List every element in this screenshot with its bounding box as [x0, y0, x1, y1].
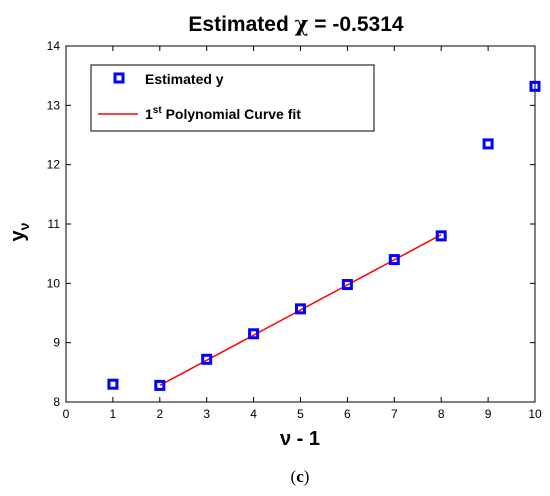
legend-label-estimated-y: Estimated y: [145, 71, 224, 87]
legend-label-fit: 1st Polynomial Curve fit: [145, 105, 301, 122]
data-point: [435, 230, 447, 242]
y-tick-label: 12: [47, 158, 61, 172]
legend-box: [90, 64, 375, 132]
data-point: [529, 80, 541, 92]
x-axis-label: ν - 1: [280, 428, 320, 450]
y-tick-label: 13: [47, 98, 61, 112]
data-point: [295, 303, 306, 315]
y-tick-label: 14: [47, 39, 61, 53]
series-layer: [107, 80, 541, 391]
x-tick-label: 0: [63, 407, 70, 421]
data-point: [248, 328, 260, 340]
x-tick-label: 9: [485, 407, 492, 421]
data-point: [482, 138, 494, 150]
x-tick-label: 6: [344, 407, 351, 421]
data-point: [201, 353, 213, 365]
x-tick-label: 4: [250, 407, 257, 421]
x-tick-label: 7: [391, 407, 398, 421]
y-axis: 8 9 10 11 12 13 14: [47, 39, 535, 409]
x-tick-label: 10: [528, 407, 542, 421]
legend: Estimated y 1st Polynomial Curve fit: [90, 64, 375, 132]
data-point: [341, 279, 353, 291]
data-point: [107, 378, 119, 390]
x-axis: 0 1 2 3 4 5 6 7 8 9 10: [63, 46, 542, 421]
x-tick-label: 5: [297, 407, 304, 421]
legend-marker-estimated-y: [113, 72, 125, 84]
x-tick-label: 1: [110, 407, 117, 421]
y-axis-label: yν: [7, 222, 32, 241]
data-point: [388, 254, 400, 266]
y-tick-label: 11: [48, 217, 61, 231]
chart-title: Estimated χ = -0.5314: [188, 11, 403, 36]
data-point: [154, 379, 166, 391]
y-tick-label: 9: [53, 336, 60, 350]
x-tick-label: 2: [156, 407, 163, 421]
y-tick-label: 8: [53, 395, 60, 409]
y-tick-label: 10: [47, 276, 61, 290]
x-tick-label: 3: [203, 407, 210, 421]
figure-caption: (c): [291, 467, 310, 486]
x-tick-label: 8: [438, 407, 445, 421]
fit-line: [159, 234, 442, 387]
